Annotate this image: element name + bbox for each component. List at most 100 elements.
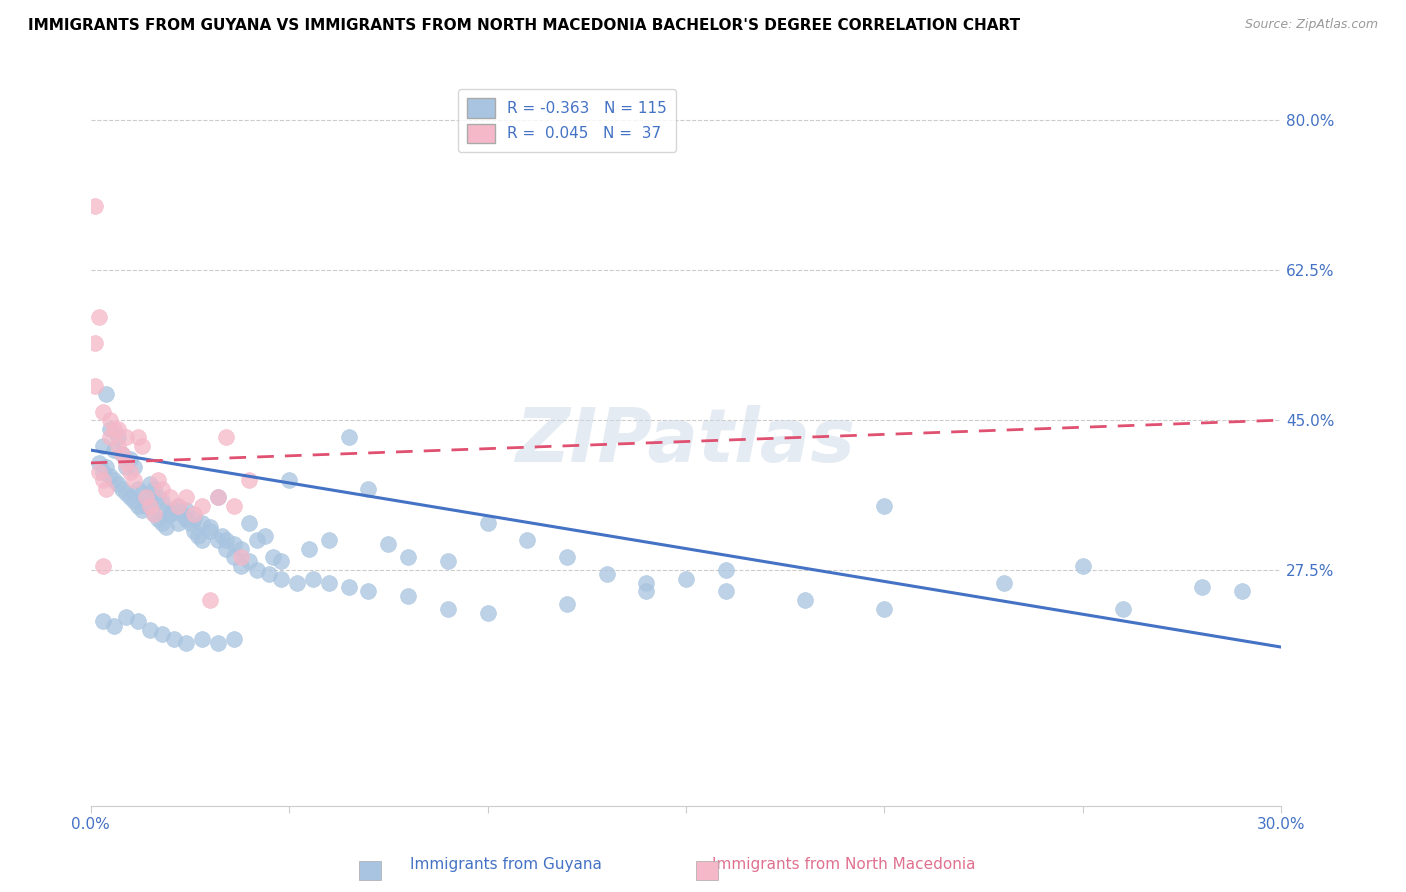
Point (83, 336, 105, 351)
Point (150, 482, 173, 496)
Point (103, 618, 125, 632)
Point (190, 499, 212, 513)
Point (127, 430, 149, 444)
Point (238, 554, 260, 568)
Point (636, 575, 658, 590)
Point (115, 430, 138, 444)
Point (477, 516, 499, 530)
Point (179, 516, 201, 530)
Point (139, 623, 162, 637)
Point (190, 533, 212, 547)
Point (83, 379, 105, 393)
Point (127, 615, 149, 629)
Point (146, 511, 169, 525)
Point (155, 520, 177, 534)
Text: Immigrants from Guyana: Immigrants from Guyana (411, 857, 602, 872)
Point (555, 550, 578, 565)
Point (150, 627, 173, 641)
Point (183, 524, 205, 539)
Point (100, 413, 122, 427)
Point (516, 533, 538, 547)
Point (131, 439, 153, 453)
Point (163, 632, 186, 646)
Point (124, 460, 146, 475)
Text: Immigrants from North Macedonia: Immigrants from North Macedonia (711, 857, 976, 872)
Point (183, 511, 205, 525)
Point (207, 490, 229, 504)
Point (170, 508, 193, 522)
Point (222, 550, 245, 565)
Point (285, 575, 308, 590)
Point (127, 482, 149, 496)
Point (131, 503, 153, 517)
Point (207, 636, 229, 650)
Point (174, 490, 197, 504)
Point (146, 473, 169, 487)
Point (111, 482, 134, 496)
Point (873, 601, 896, 615)
Point (222, 537, 245, 551)
Point (873, 499, 896, 513)
Point (135, 490, 157, 504)
Point (337, 430, 360, 444)
Point (91, 439, 114, 453)
Point (115, 460, 138, 475)
Point (675, 572, 697, 586)
Point (257, 567, 280, 582)
Point (298, 541, 321, 556)
Point (167, 499, 190, 513)
Point (1230, 584, 1253, 599)
Point (198, 524, 221, 539)
Point (107, 422, 129, 436)
Point (120, 451, 142, 466)
Text: ZIPatlas: ZIPatlas (516, 405, 856, 478)
Point (214, 430, 236, 444)
Point (139, 499, 162, 513)
Point (174, 511, 197, 525)
Point (214, 541, 236, 556)
Point (111, 447, 134, 461)
Point (302, 572, 325, 586)
Point (222, 499, 245, 513)
Point (135, 499, 157, 513)
Point (135, 490, 157, 504)
Point (190, 516, 212, 530)
Point (107, 430, 129, 444)
Point (187, 529, 209, 543)
Point (636, 584, 658, 599)
Point (318, 575, 340, 590)
Point (83, 199, 105, 213)
Point (246, 533, 269, 547)
Point (174, 636, 197, 650)
Point (222, 632, 245, 646)
Point (91, 465, 114, 479)
Point (437, 601, 460, 615)
Point (91, 404, 114, 418)
Point (167, 499, 190, 513)
Point (143, 508, 166, 522)
Point (163, 503, 186, 517)
Point (107, 439, 129, 453)
Point (246, 563, 269, 577)
Point (1191, 580, 1213, 594)
Point (396, 589, 419, 603)
Point (231, 558, 253, 573)
Point (198, 593, 221, 607)
Point (139, 494, 162, 508)
Point (120, 465, 142, 479)
Point (993, 575, 1015, 590)
Point (139, 477, 162, 491)
Point (120, 490, 142, 504)
Point (595, 567, 617, 582)
Point (214, 533, 236, 547)
Point (377, 537, 399, 551)
Point (159, 508, 181, 522)
Point (115, 486, 138, 500)
Point (103, 422, 125, 436)
Point (103, 443, 125, 458)
Point (155, 503, 177, 517)
Point (150, 516, 173, 530)
Point (124, 494, 146, 508)
Point (96, 482, 118, 496)
Point (146, 490, 169, 504)
